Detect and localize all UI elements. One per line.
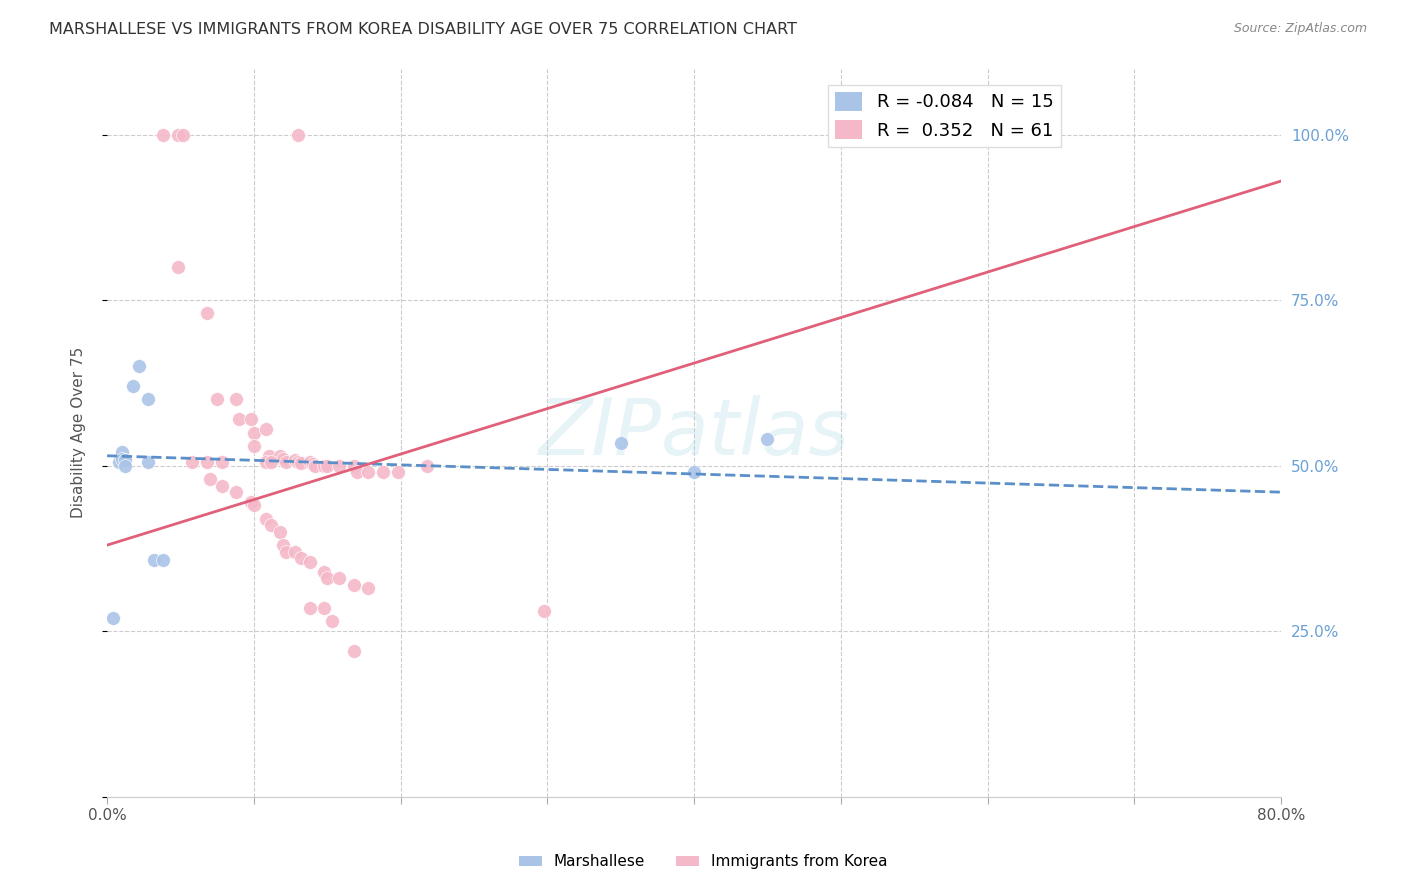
Point — [108, 455, 131, 469]
Legend: R = -0.084   N = 15, R =  0.352   N = 61: R = -0.084 N = 15, R = 0.352 N = 61 — [828, 85, 1060, 147]
Point — [301, 458, 323, 472]
Point — [239, 495, 262, 509]
Point — [239, 412, 262, 426]
Point — [290, 551, 312, 566]
Point — [274, 545, 297, 559]
Point — [143, 552, 166, 566]
Point — [609, 435, 631, 450]
Point — [243, 499, 266, 513]
Point — [314, 601, 336, 615]
Point — [228, 412, 250, 426]
Point — [211, 478, 233, 492]
Point — [756, 432, 779, 446]
Point — [101, 611, 124, 625]
Point — [260, 518, 283, 533]
Point — [371, 466, 394, 480]
Point — [128, 359, 150, 374]
Point — [111, 445, 134, 459]
Point — [284, 545, 307, 559]
Point — [198, 472, 221, 486]
Point — [205, 392, 228, 407]
Point — [254, 422, 277, 436]
Point — [357, 581, 380, 595]
Point — [136, 455, 159, 469]
Point — [271, 538, 294, 552]
Point — [181, 455, 204, 469]
Point — [243, 439, 266, 453]
Point — [328, 571, 350, 585]
Point — [136, 392, 159, 407]
Point — [343, 458, 366, 473]
Point — [114, 458, 136, 473]
Point — [316, 458, 339, 473]
Point — [172, 128, 194, 142]
Point — [225, 485, 247, 500]
Text: Source: ZipAtlas.com: Source: ZipAtlas.com — [1233, 22, 1367, 36]
Point — [166, 260, 188, 274]
Point — [257, 449, 280, 463]
Point — [873, 128, 896, 142]
Point — [298, 555, 321, 569]
Point — [274, 455, 297, 469]
Point — [254, 511, 277, 525]
Point — [357, 466, 380, 480]
Point — [111, 452, 134, 467]
Point — [343, 644, 366, 658]
Point — [316, 571, 339, 585]
Text: MARSHALLESE VS IMMIGRANTS FROM KOREA DISABILITY AGE OVER 75 CORRELATION CHART: MARSHALLESE VS IMMIGRANTS FROM KOREA DIS… — [49, 22, 797, 37]
Point — [287, 455, 309, 469]
Point — [533, 604, 555, 618]
Point — [211, 455, 233, 469]
Point — [346, 466, 368, 480]
Point — [195, 306, 218, 320]
Point — [122, 379, 145, 393]
Point — [225, 392, 247, 407]
Point — [152, 128, 174, 142]
Point — [321, 614, 343, 628]
Point — [298, 601, 321, 615]
Point — [304, 458, 326, 473]
Point — [260, 455, 283, 469]
Point — [284, 453, 307, 467]
Point — [416, 458, 439, 473]
Point — [314, 565, 336, 579]
Point — [328, 458, 350, 473]
Point — [314, 458, 336, 473]
Point — [195, 455, 218, 469]
Point — [269, 449, 291, 463]
Point — [683, 466, 706, 480]
Point — [243, 425, 266, 440]
Y-axis label: Disability Age Over 75: Disability Age Over 75 — [72, 347, 86, 518]
Text: ZIPatlas: ZIPatlas — [538, 394, 849, 471]
Point — [287, 128, 309, 142]
Point — [269, 524, 291, 539]
Point — [114, 453, 136, 467]
Point — [343, 578, 366, 592]
Point — [387, 466, 409, 480]
Legend: Marshallese, Immigrants from Korea: Marshallese, Immigrants from Korea — [513, 848, 893, 875]
Point — [152, 552, 174, 566]
Point — [298, 455, 321, 469]
Point — [254, 455, 277, 469]
Point — [290, 456, 312, 470]
Point — [166, 128, 188, 142]
Point — [271, 452, 294, 467]
